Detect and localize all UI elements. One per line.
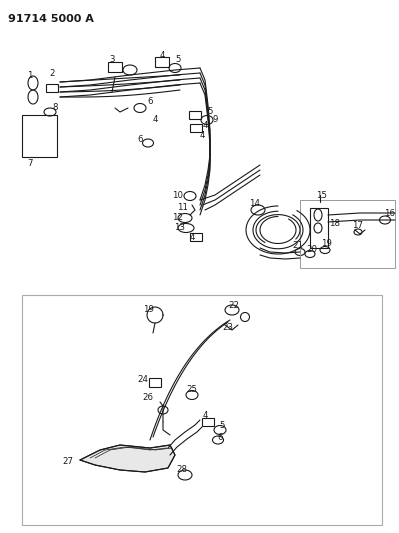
Text: 18: 18 (330, 220, 340, 229)
Text: 4: 4 (202, 120, 208, 130)
Text: 26: 26 (142, 393, 154, 402)
Text: 6: 6 (137, 135, 143, 144)
Text: 4: 4 (159, 51, 165, 60)
Text: 23: 23 (223, 324, 233, 333)
Bar (190, 124, 202, 132)
Text: 91714 5000 A: 91714 5000 A (8, 14, 94, 24)
Text: 28: 28 (176, 465, 188, 474)
Text: 9: 9 (212, 116, 218, 125)
Text: 15: 15 (316, 190, 328, 199)
Bar (190, 233, 202, 241)
Text: 13: 13 (174, 223, 186, 232)
Text: 21: 21 (292, 241, 304, 251)
Text: 4: 4 (202, 410, 208, 419)
Text: 24: 24 (138, 376, 148, 384)
Bar (149, 377, 161, 386)
Text: 2: 2 (49, 69, 55, 78)
Polygon shape (80, 445, 175, 472)
Text: 19: 19 (320, 239, 332, 248)
Text: 4: 4 (189, 233, 195, 243)
Text: 14: 14 (249, 199, 261, 208)
Text: 11: 11 (178, 203, 188, 212)
Bar (300, 200, 395, 268)
Bar (22, 295, 382, 525)
Text: 10: 10 (172, 190, 184, 199)
Text: 19: 19 (142, 304, 154, 313)
Text: 6: 6 (217, 432, 223, 441)
Bar (202, 418, 214, 426)
Text: 16: 16 (385, 209, 395, 219)
Text: 7: 7 (27, 158, 33, 167)
Text: 5: 5 (175, 55, 181, 64)
Text: 12: 12 (172, 214, 184, 222)
Text: 8: 8 (52, 103, 58, 112)
Text: 3: 3 (109, 55, 115, 64)
Bar (155, 57, 169, 67)
Text: 5: 5 (207, 108, 213, 117)
Bar (189, 111, 201, 119)
Bar (46, 84, 58, 92)
Text: 17: 17 (352, 222, 363, 230)
Text: 25: 25 (186, 385, 198, 394)
Text: 5: 5 (219, 421, 225, 430)
Text: 20: 20 (306, 246, 318, 254)
Bar (22, 115, 57, 157)
Text: 1: 1 (27, 70, 33, 79)
Bar (310, 208, 328, 248)
Text: 27: 27 (63, 457, 73, 466)
Text: 4: 4 (199, 131, 205, 140)
Text: 4: 4 (152, 116, 158, 125)
Bar (108, 62, 122, 72)
Text: 22: 22 (229, 301, 239, 310)
Text: 6: 6 (147, 98, 153, 107)
